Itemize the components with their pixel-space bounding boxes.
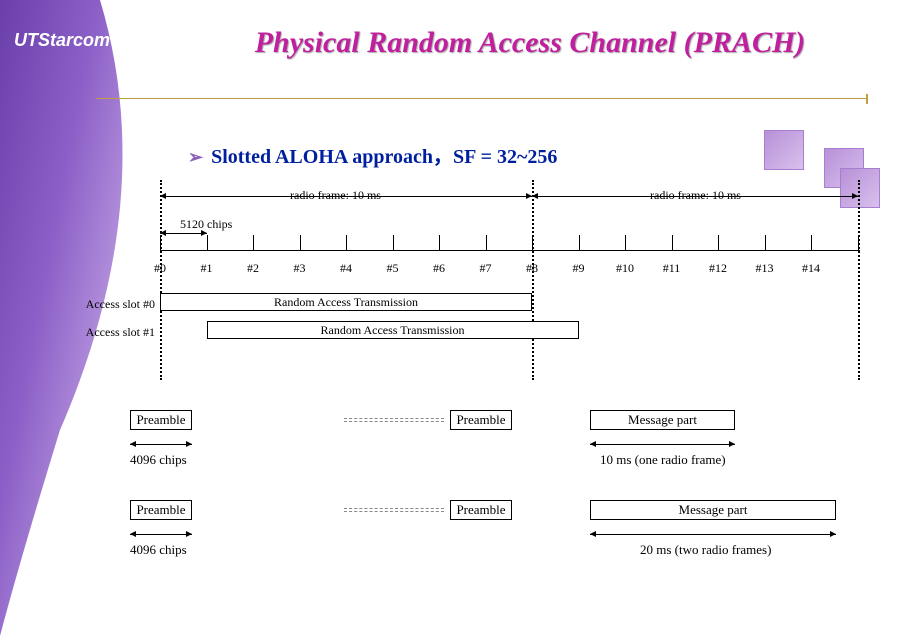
tick-1: [207, 235, 208, 250]
tick-label-14: #14: [802, 261, 820, 276]
tick-9: [579, 235, 580, 250]
message-box-1: Message part: [590, 410, 735, 430]
preamble-box-2c: Preamble: [450, 500, 512, 520]
dots-1: [344, 418, 444, 419]
tick-14: [811, 235, 812, 250]
dashed-line-0: [160, 180, 162, 380]
access-slot-0-box: Random Access Transmission: [160, 293, 532, 311]
tick-label-5: #5: [387, 261, 399, 276]
dashed-line-1: [532, 180, 534, 380]
decorative-photos: [782, 130, 910, 169]
access-slot-1-label: Access slot #1: [65, 325, 155, 340]
tick-label-10: #10: [616, 261, 634, 276]
message-box-2: Message part: [590, 500, 836, 520]
logo: UTStarcom®: [14, 30, 117, 51]
tick-11: [672, 235, 673, 250]
tick-label-7: #7: [480, 261, 492, 276]
chips-label-2: 4096 chips: [130, 542, 187, 558]
duration-arrow-1: [590, 444, 735, 445]
tick-7: [486, 235, 487, 250]
access-slot-1-box: Random Access Transmission: [207, 321, 579, 339]
tick-label-9: #9: [573, 261, 585, 276]
tick-10: [625, 235, 626, 250]
chips-arrow: [160, 233, 207, 234]
tick-3: [300, 235, 301, 250]
page-title: Physical Random Access Channel (PRACH): [180, 25, 880, 61]
tick-5: [393, 235, 394, 250]
frame-arrow-2: [532, 196, 858, 197]
duration-label-2: 20 ms (two radio frames): [640, 542, 771, 558]
tick-13: [765, 235, 766, 250]
timing-diagram: radio frame: 10 ms radio frame: 10 ms 51…: [150, 185, 870, 375]
dots-2: [344, 508, 444, 509]
preamble-box-2b: Preamble: [130, 500, 192, 520]
preamble-box-1b: Preamble: [130, 410, 192, 430]
tick-label-6: #6: [433, 261, 445, 276]
duration-arrow-2: [590, 534, 836, 535]
frame-arrow-1: [160, 196, 532, 197]
dashed-line-2: [858, 180, 860, 380]
tick-12: [718, 235, 719, 250]
title-underline: [96, 98, 866, 99]
chips-arrow-2: [130, 534, 192, 535]
tick-label-12: #12: [709, 261, 727, 276]
tick-4: [346, 235, 347, 250]
bullet-arrow-icon: ➢: [188, 147, 203, 167]
preamble-box-1c: Preamble: [450, 410, 512, 430]
tick-label-1: #1: [201, 261, 213, 276]
tick-label-13: #13: [756, 261, 774, 276]
tick-label-2: #2: [247, 261, 259, 276]
tick-6: [439, 235, 440, 250]
bullet-line: ➢Slotted ALOHA approach，SF = 32~256: [188, 140, 557, 169]
tick-label-3: #3: [294, 261, 306, 276]
chips-label-1: 4096 chips: [130, 452, 187, 468]
access-slot-0-label: Access slot #0: [65, 297, 155, 312]
timeline-axis: [160, 250, 860, 251]
purple-sidebar-curve: [0, 0, 170, 636]
tick-2: [253, 235, 254, 250]
duration-label-1: 10 ms (one radio frame): [600, 452, 726, 468]
chips-arrow-1: [130, 444, 192, 445]
tick-label-11: #11: [663, 261, 681, 276]
tick-label-4: #4: [340, 261, 352, 276]
